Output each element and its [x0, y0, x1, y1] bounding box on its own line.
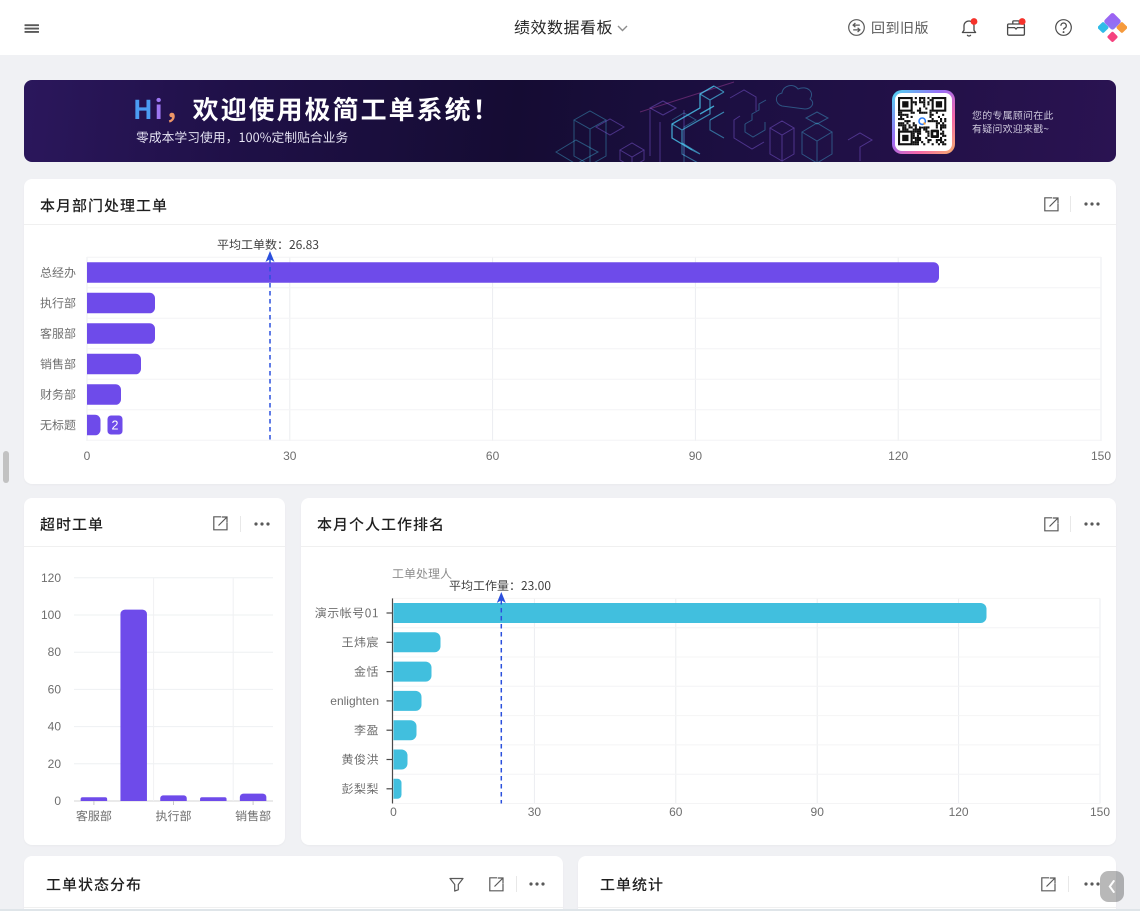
svg-text:100: 100: [41, 608, 61, 622]
svg-text:120: 120: [888, 449, 908, 463]
svg-text:20: 20: [48, 757, 62, 771]
svg-text:120: 120: [41, 571, 61, 585]
svg-text:enlighten: enlighten: [330, 694, 379, 708]
svg-text:90: 90: [811, 805, 825, 819]
svg-text:2: 2: [112, 419, 119, 433]
svg-text:150: 150: [1091, 449, 1111, 463]
svg-text:30: 30: [528, 805, 542, 819]
svg-text:0: 0: [390, 805, 397, 819]
svg-text:80: 80: [48, 645, 62, 659]
svg-text:120: 120: [949, 805, 969, 819]
svg-text:60: 60: [48, 682, 62, 696]
svg-text:0: 0: [84, 449, 91, 463]
svg-text:0: 0: [54, 794, 61, 808]
svg-text:30: 30: [283, 449, 297, 463]
svg-text:150: 150: [1090, 805, 1110, 819]
svg-text:60: 60: [486, 449, 500, 463]
svg-text:60: 60: [669, 805, 683, 819]
svg-text:90: 90: [689, 449, 703, 463]
svg-text:40: 40: [48, 720, 62, 734]
